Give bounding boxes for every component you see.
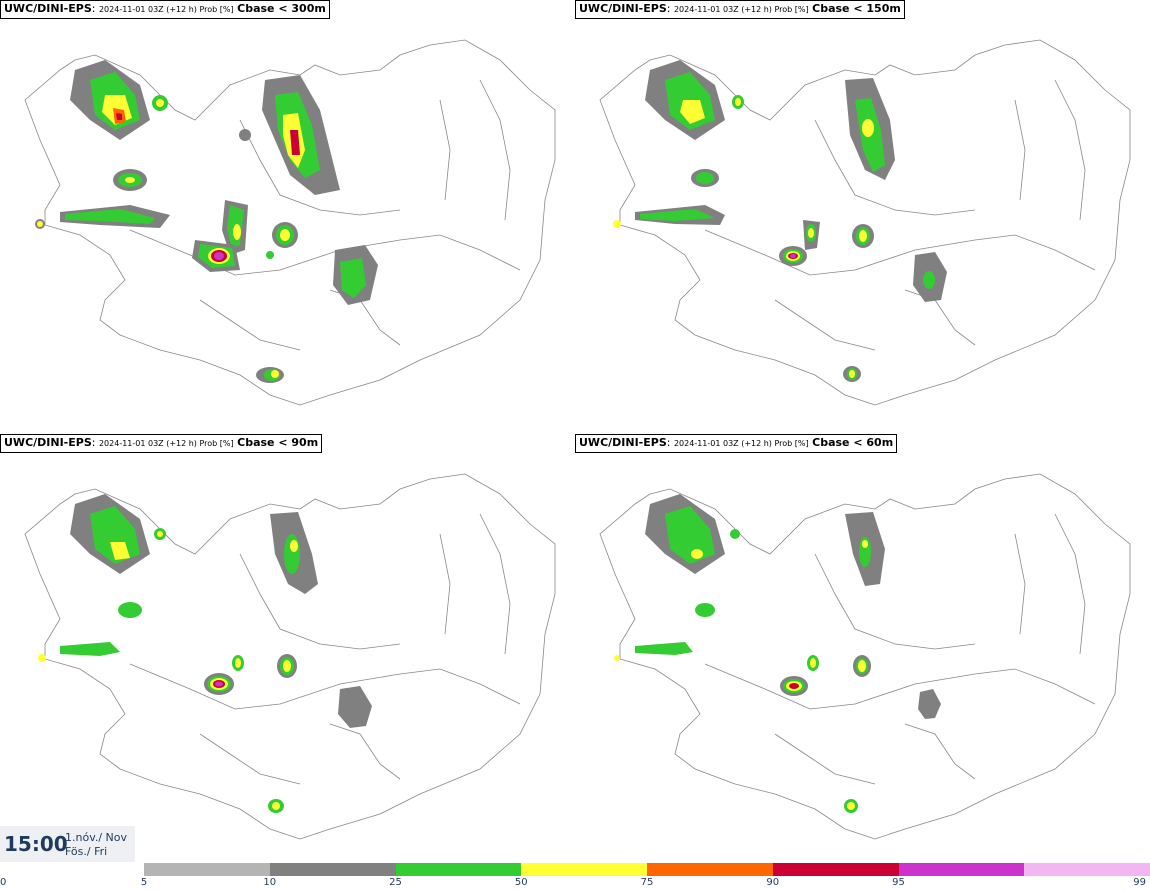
colorbar-segment <box>144 863 270 876</box>
probability-colorbar <box>144 863 1150 876</box>
run-info: 2024-11-01 03Z (+12 h) Prob [%] <box>673 439 809 448</box>
valid-date-line-2: Fös./ Fri <box>65 845 108 858</box>
colorbar-segment <box>521 863 647 876</box>
iceland-map <box>24 39 556 406</box>
model-name: UWC/DINI-EPS <box>4 436 92 449</box>
model-name: UWC/DINI-EPS <box>579 2 667 15</box>
panel-title: UWC/DINI-EPS: 2024-11-01 03Z (+12 h) Pro… <box>575 0 905 19</box>
colorbar-segment <box>1024 863 1150 876</box>
colorbar-tick-label: 99 <box>1133 877 1146 888</box>
panel-title: UWC/DINI-EPS: 2024-11-01 03Z (+12 h) Pro… <box>575 434 898 453</box>
colorbar-tick-label: 0 <box>0 877 7 888</box>
colorbar-tick-label: 25 <box>389 877 402 888</box>
iceland-map <box>599 473 1131 840</box>
colorbar-tick-label: 95 <box>892 877 905 888</box>
threshold-label: Cbase < 60m <box>812 436 894 449</box>
colorbar-tick-label: 5 <box>140 877 148 888</box>
colorbar-segment <box>898 863 1025 876</box>
run-info: 2024-11-01 03Z (+12 h) Prob [%] <box>98 439 234 448</box>
threshold-label: Cbase < 90m <box>237 436 319 449</box>
map-panel-cbase-90: UWC/DINI-EPS: 2024-11-01 03Z (+12 h) Pro… <box>0 434 575 864</box>
panel-title: UWC/DINI-EPS: 2024-11-01 03Z (+12 h) Pro… <box>0 434 323 453</box>
iceland-map <box>599 39 1131 406</box>
iceland-map <box>24 473 556 840</box>
colorbar-tick-label: 90 <box>766 877 780 888</box>
run-info: 2024-11-01 03Z (+12 h) Prob [%] <box>673 5 809 14</box>
colorbar-tick-label: 75 <box>640 877 654 888</box>
map-panel-cbase-150: UWC/DINI-EPS: 2024-11-01 03Z (+12 h) Pro… <box>575 0 1150 430</box>
threshold-label: Cbase < 150m <box>812 2 901 15</box>
colorbar-segment <box>395 863 522 876</box>
colorbar-tick-label: 10 <box>263 877 277 888</box>
colorbar-tick-label: 50 <box>514 877 528 888</box>
model-name: UWC/DINI-EPS <box>4 2 92 15</box>
colorbar-segment <box>772 863 899 876</box>
valid-date-line-1: 1.nóv./ Nov <box>65 831 128 844</box>
map-panel-cbase-300: UWC/DINI-EPS: 2024-11-01 03Z (+12 h) Pro… <box>0 0 575 430</box>
valid-time-box: 15:00 1.nóv./ Nov Fös./ Fri <box>0 826 135 862</box>
threshold-label: Cbase < 300m <box>237 2 326 15</box>
valid-time-clock: 15:00 <box>4 832 68 856</box>
map-panel-cbase-60: UWC/DINI-EPS: 2024-11-01 03Z (+12 h) Pro… <box>575 434 1150 864</box>
colorbar-segment <box>269 863 396 876</box>
colorbar-segment <box>647 863 773 876</box>
panel-title: UWC/DINI-EPS: 2024-11-01 03Z (+12 h) Pro… <box>0 0 330 19</box>
run-info: 2024-11-01 03Z (+12 h) Prob [%] <box>98 5 234 14</box>
model-name: UWC/DINI-EPS <box>579 436 667 449</box>
